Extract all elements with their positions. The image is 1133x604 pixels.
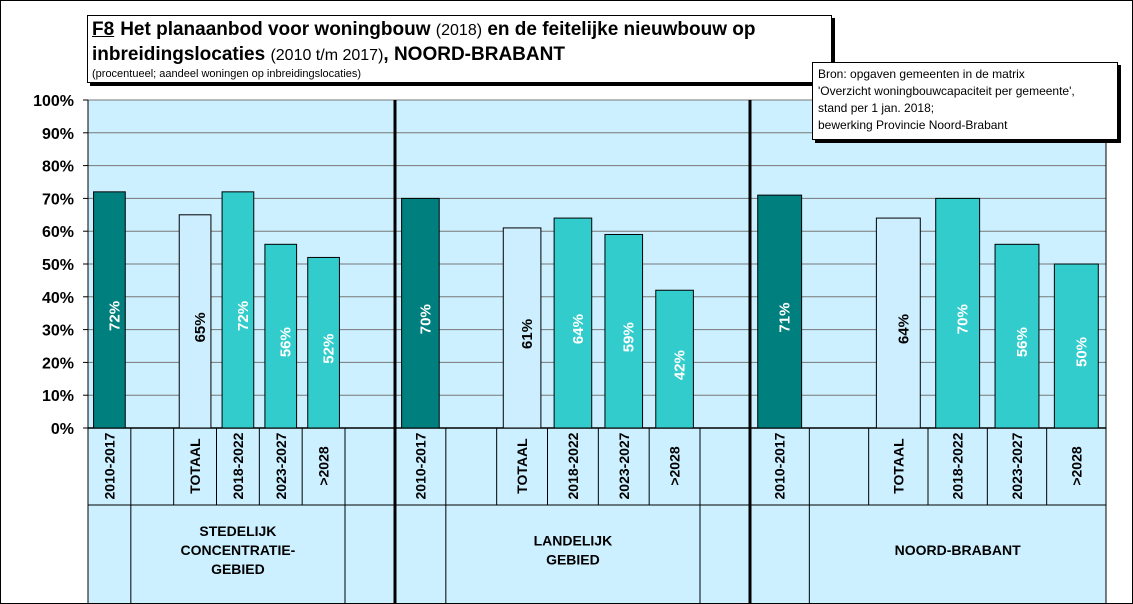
bar bbox=[875, 217, 921, 429]
bar bbox=[553, 217, 593, 429]
data-label: 64% bbox=[570, 314, 587, 344]
y-tick-label: 50% bbox=[42, 257, 74, 274]
data-label: 70% bbox=[417, 304, 434, 334]
category-label: >2028 bbox=[316, 446, 332, 486]
y-tick-label: 40% bbox=[42, 290, 74, 307]
data-label: 72% bbox=[235, 301, 252, 331]
bar bbox=[757, 194, 803, 429]
category-label: >2028 bbox=[667, 446, 683, 486]
title-part2: en de feitelijke nieuwbouw op bbox=[487, 19, 756, 40]
figure-code: F8 bbox=[92, 19, 115, 40]
y-tick-label: 60% bbox=[42, 224, 74, 241]
data-label: 70% bbox=[955, 304, 972, 334]
data-label: 59% bbox=[621, 322, 638, 352]
title-year1: (2018) bbox=[435, 22, 483, 39]
category-label: TOTAAL bbox=[890, 438, 906, 494]
bar bbox=[264, 243, 298, 429]
title-part1: Het planaanbod voor woningbouw bbox=[120, 19, 431, 40]
data-label: 61% bbox=[519, 319, 536, 349]
bar bbox=[1053, 263, 1099, 429]
bar bbox=[307, 256, 340, 429]
bar bbox=[178, 214, 212, 429]
group-label: NOORD-BRABANT bbox=[895, 542, 1021, 558]
data-label: 65% bbox=[192, 312, 209, 342]
category-label: 2010-2017 bbox=[772, 432, 788, 499]
category-label: 2010-2017 bbox=[412, 432, 428, 499]
group-label: GEBIED bbox=[546, 552, 600, 568]
group-label: CONCENTRATIE- bbox=[180, 542, 295, 558]
chart-title-line2: inbreidingslocaties (2010 t/m 2017), NOO… bbox=[92, 43, 827, 68]
group-label: STEDELIJK bbox=[199, 523, 276, 539]
title-part3: inbreidingslocaties bbox=[92, 44, 266, 65]
y-tick-label: 70% bbox=[42, 191, 74, 208]
source-line: 'Overzicht woningbouwcapaciteit per geme… bbox=[818, 84, 1075, 98]
bar bbox=[502, 227, 542, 429]
bar bbox=[221, 191, 255, 429]
category-label: 2023-2027 bbox=[616, 432, 632, 499]
y-tick-label: 90% bbox=[42, 126, 74, 143]
data-label: 56% bbox=[278, 327, 295, 357]
title-box: F8 Het planaanbod voor woningbouw (2018) … bbox=[87, 15, 832, 83]
bar bbox=[935, 197, 981, 429]
data-label: 71% bbox=[777, 303, 794, 333]
y-tick-label: 0% bbox=[51, 421, 74, 438]
category-label: 2023-2027 bbox=[1009, 432, 1025, 499]
title-part4: , NOORD-BRABANT bbox=[383, 44, 565, 65]
data-label: 56% bbox=[1014, 327, 1031, 357]
bar bbox=[655, 289, 694, 429]
y-tick-label: 10% bbox=[42, 388, 74, 405]
y-tick-label: 100% bbox=[33, 93, 74, 110]
category-label: TOTAAL bbox=[514, 438, 530, 494]
data-label: 42% bbox=[672, 350, 689, 380]
y-tick-label: 80% bbox=[42, 159, 74, 176]
data-label: 50% bbox=[1073, 337, 1090, 367]
category-label: TOTAAL bbox=[187, 438, 203, 494]
category-label: 2010-2017 bbox=[101, 432, 117, 499]
category-label: 2018-2022 bbox=[950, 432, 966, 499]
category-label: >2028 bbox=[1068, 446, 1084, 486]
bar bbox=[604, 233, 644, 429]
chart-subtitle: (procentueel; aandeel woningen op inbrei… bbox=[92, 68, 362, 80]
source-line: Bron: opgaven gemeenten in de matrix bbox=[818, 67, 1025, 81]
category-label: 2018-2022 bbox=[230, 432, 246, 499]
category-label: 2023-2027 bbox=[273, 432, 289, 499]
group-label: GEBIED bbox=[211, 561, 265, 577]
bar bbox=[994, 243, 1040, 429]
bar bbox=[401, 197, 440, 429]
source-box: Bron: opgaven gemeenten in de matrix 'Ov… bbox=[812, 62, 1118, 140]
bar bbox=[93, 191, 126, 429]
chart-title-line1: F8 Het planaanbod voor woningbouw (2018) … bbox=[92, 18, 827, 43]
data-label: 52% bbox=[321, 334, 338, 364]
source-line: stand per 1 jan. 2018; bbox=[818, 101, 935, 115]
source-line: bewerking Provincie Noord-Brabant bbox=[818, 118, 1008, 132]
category-label: 2018-2022 bbox=[565, 432, 581, 499]
data-label: 64% bbox=[895, 314, 912, 344]
data-label: 72% bbox=[106, 301, 123, 331]
y-tick-label: 30% bbox=[42, 323, 74, 340]
title-year2: (2010 t/m 2017) bbox=[270, 47, 384, 64]
group-label: LANDELIJK bbox=[534, 533, 613, 549]
y-tick-label: 20% bbox=[42, 355, 74, 372]
